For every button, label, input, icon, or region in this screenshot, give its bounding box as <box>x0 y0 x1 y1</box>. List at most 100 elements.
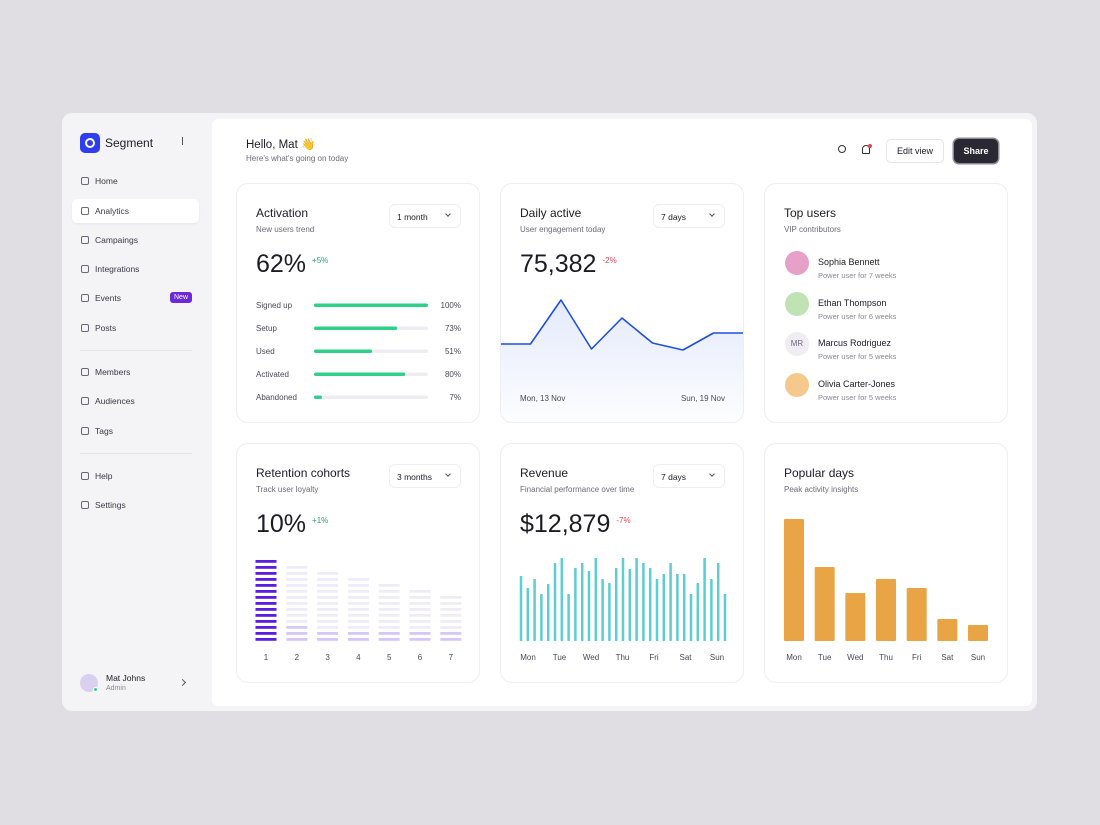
bar <box>814 567 835 641</box>
value-label: 51% <box>445 347 461 356</box>
nav-item[interactable]: Integrations <box>72 257 199 281</box>
nav-label: Events <box>95 293 121 303</box>
user-role: Admin <box>106 685 126 692</box>
nav-item[interactable]: Home <box>72 169 199 193</box>
value-label: 7% <box>449 393 461 402</box>
line <box>501 299 743 351</box>
bar <box>314 303 428 307</box>
nav-item[interactable]: Members <box>72 360 199 384</box>
bar <box>937 619 958 641</box>
stripe <box>286 596 308 599</box>
stripe <box>409 602 431 605</box>
nav-label: Audiences <box>95 396 135 406</box>
period-dropdown[interactable]: 3 months <box>389 464 461 488</box>
stripe <box>409 590 431 593</box>
nav-item[interactable]: Settings <box>72 493 199 517</box>
card-subtitle: Financial performance over time <box>520 485 635 494</box>
search-icon <box>838 145 846 153</box>
stripe <box>347 596 369 599</box>
row-label: Activated <box>256 370 289 379</box>
nav-item[interactable]: Events New <box>72 286 199 310</box>
nav-item[interactable]: Help <box>72 464 199 488</box>
bar <box>655 579 659 641</box>
bar <box>314 395 322 399</box>
stripe <box>440 596 462 599</box>
area <box>501 300 743 422</box>
nav-icon <box>81 397 89 405</box>
x-tick-label: 3 <box>325 653 330 662</box>
stripe <box>440 620 462 623</box>
active-stripe <box>255 566 277 569</box>
stripe <box>378 620 400 623</box>
nav-label: Posts <box>95 323 117 333</box>
bar <box>553 563 557 641</box>
active-stripe <box>255 602 277 605</box>
active-stripe <box>378 632 400 635</box>
x-tick-label: Tue <box>553 653 567 662</box>
metric-change: -2% <box>602 256 617 265</box>
period-dropdown[interactable]: 1 month <box>389 204 461 228</box>
nav-item[interactable]: Audiences <box>72 389 199 413</box>
x-tick-label: Thu <box>616 653 630 662</box>
chart: 1 2 3 4 5 6 7 <box>255 560 462 662</box>
user-name: Mat Johns <box>106 673 146 683</box>
nav-item[interactable]: Campaings <box>72 228 199 252</box>
stripe <box>317 578 339 581</box>
stripe <box>347 614 369 617</box>
value-label: 100% <box>441 301 461 310</box>
stripe <box>286 608 308 611</box>
x-tick-label: 7 <box>449 653 454 662</box>
x-tick-label: Wed <box>847 653 863 662</box>
user-name: Olivia Carter-Jones <box>818 378 896 389</box>
active-stripe <box>409 632 431 635</box>
active-stripe <box>255 590 277 593</box>
bar <box>716 563 720 641</box>
x-tick-label: Fri <box>912 653 922 662</box>
bar <box>314 326 398 330</box>
nav-item[interactable]: Posts <box>72 316 199 340</box>
active-stripe <box>255 560 277 563</box>
stripe <box>317 584 339 587</box>
stripe <box>440 626 462 629</box>
metric-change: +5% <box>312 256 329 265</box>
nav-label: Integrations <box>95 264 140 274</box>
dropdown-label: 1 month <box>397 212 428 222</box>
x-tick-label: 4 <box>356 653 361 662</box>
avatar <box>785 372 809 397</box>
brand: Segment <box>105 136 154 150</box>
active-stripe <box>286 626 308 629</box>
search-button[interactable] <box>838 145 848 155</box>
bell-icon <box>862 145 870 154</box>
card-subtitle: VIP contributors <box>784 225 841 234</box>
metric-change: +1% <box>312 516 329 525</box>
stripe <box>317 602 339 605</box>
metric: $12,879 <box>520 510 611 538</box>
row-label: Setup <box>256 324 277 333</box>
nav-icon <box>81 207 89 215</box>
card-subtitle: User engagement today <box>520 225 606 234</box>
period-dropdown[interactable]: 7 days <box>653 464 725 488</box>
stripe <box>409 620 431 623</box>
card-title: Top users <box>784 206 837 220</box>
metric: 75,382 <box>520 250 597 278</box>
stripe <box>286 620 308 623</box>
nav-item[interactable]: Tags <box>72 419 199 443</box>
period-dropdown[interactable]: 7 days <box>653 204 725 228</box>
bar <box>567 594 570 641</box>
nav-item[interactable]: Analytics <box>72 199 199 223</box>
stripe <box>286 602 308 605</box>
notifications-button[interactable] <box>861 144 872 155</box>
stripe <box>286 578 308 581</box>
active-stripe <box>440 632 462 635</box>
share-button[interactable]: Share <box>954 139 998 163</box>
user-name: Sophia Bennett <box>818 257 880 267</box>
avatar <box>785 251 809 275</box>
user-note: Power user for 5 weeks <box>818 392 897 402</box>
active-stripe <box>347 632 369 635</box>
active-stripe <box>255 596 277 599</box>
collapse-button[interactable] <box>182 137 190 145</box>
card-subtitle: Track user loyalty <box>256 485 319 494</box>
edit-view-button[interactable]: Edit view <box>886 139 944 163</box>
metric-row: 10% +1% <box>256 510 328 539</box>
